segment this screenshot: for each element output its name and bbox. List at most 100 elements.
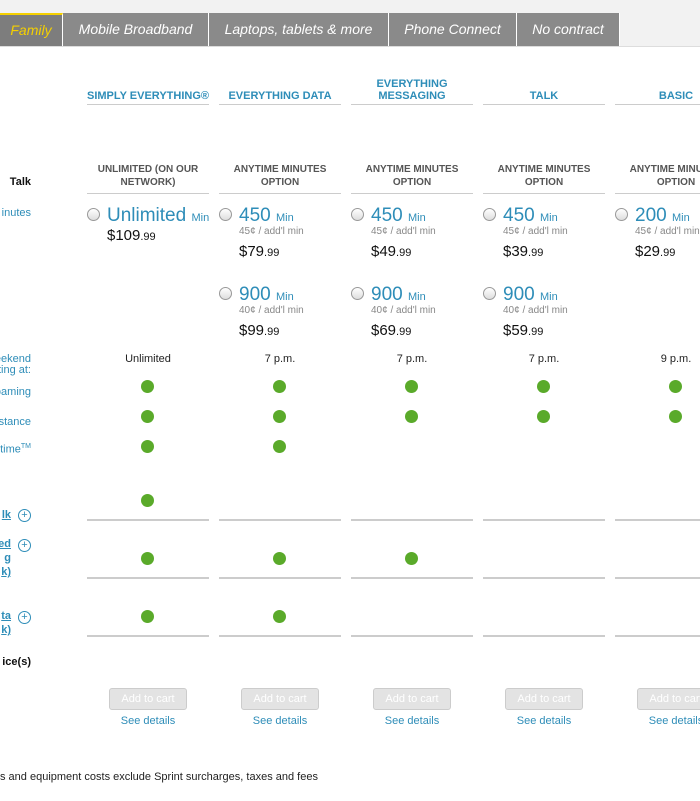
see-details-link[interactable]: See details xyxy=(384,715,440,727)
row-label: ed xyxy=(0,538,11,550)
tab[interactable]: Family xyxy=(0,13,63,46)
divider xyxy=(219,519,341,521)
minutes-value: 900 xyxy=(371,284,403,305)
add-to-cart-button[interactable]: Add to cart xyxy=(241,688,319,710)
overage-rate: 40¢ / add'l min xyxy=(239,305,304,316)
see-details-link[interactable]: See details xyxy=(648,715,700,727)
feature-dot xyxy=(141,494,154,507)
radio-button[interactable] xyxy=(483,287,496,300)
feature-dot xyxy=(141,610,154,623)
divider xyxy=(87,577,209,579)
minutes-unit: Min xyxy=(539,291,558,303)
weekend-start: Unlimited xyxy=(125,353,171,365)
price: $69.99 xyxy=(371,322,411,339)
minutes-value: 900 xyxy=(503,284,535,305)
row-label: inutes xyxy=(1,207,31,219)
plan-name: SIMPLY EVERYTHING® xyxy=(87,78,209,105)
feature-dot xyxy=(273,552,286,565)
radio-button[interactable] xyxy=(219,287,232,300)
feature-dot xyxy=(669,380,682,393)
row-label: k) xyxy=(1,624,11,636)
price-dollars: $79 xyxy=(239,243,265,260)
price-cents: .99 xyxy=(396,326,412,338)
minutes: 450 Min xyxy=(503,205,558,227)
minutes: 900 Min xyxy=(239,284,294,306)
minutes: 200 Min xyxy=(635,205,690,227)
tab[interactable]: No contract xyxy=(517,13,620,46)
see-details-link[interactable]: See details xyxy=(120,715,176,727)
radio-button[interactable] xyxy=(351,208,364,221)
row-label: g xyxy=(4,552,11,564)
price-dollars: $29 xyxy=(635,243,661,260)
price-cents: .99 xyxy=(528,326,544,338)
row-label: ice(s) xyxy=(2,656,31,668)
minutes-value: 450 xyxy=(239,205,271,226)
overage-rate: 45¢ / add'l min xyxy=(635,226,700,237)
talk-option: UNLIMITED (ON OUR NETWORK) xyxy=(87,163,209,194)
feature-dot xyxy=(537,410,550,423)
feature-dot xyxy=(405,552,418,565)
price: $109.99 xyxy=(107,227,156,244)
expand-icon: + xyxy=(18,509,31,522)
trademark: TM xyxy=(20,443,31,450)
price: $39.99 xyxy=(503,243,543,260)
overage-rate: 45¢ / add'l min xyxy=(371,226,436,237)
divider xyxy=(219,577,341,579)
tab[interactable]: Mobile Broadband xyxy=(63,13,209,46)
price-cents: .99 xyxy=(264,326,280,338)
minutes-value: 450 xyxy=(371,205,403,226)
add-to-cart-button[interactable]: Add to cart xyxy=(373,688,451,710)
minutes: 900 Min xyxy=(371,284,426,306)
footer-note: s and equipment costs exclude Sprint sur… xyxy=(0,771,318,783)
tab[interactable]: Phone Connect xyxy=(389,13,517,46)
price: $79.99 xyxy=(239,243,279,260)
minutes-unit: Min xyxy=(407,212,426,224)
feature-dot xyxy=(273,410,286,423)
divider xyxy=(219,635,341,637)
talk-option: ANYTIME MINUTES OPTION xyxy=(219,163,341,194)
price: $49.99 xyxy=(371,243,411,260)
weekend-start: 7 p.m. xyxy=(264,353,296,365)
feature-dot xyxy=(141,410,154,423)
row-label: lk xyxy=(1,509,11,521)
weekend-start: 9 p.m. xyxy=(660,353,692,365)
radio-button[interactable] xyxy=(351,287,364,300)
minutes-value: 450 xyxy=(503,205,535,226)
minutes-value: 900 xyxy=(239,284,271,305)
feature-dot xyxy=(141,552,154,565)
minutes: 450 Min xyxy=(239,205,294,227)
add-to-cart-button[interactable]: Add to cart xyxy=(505,688,583,710)
plan-name: EVERYTHING DATA xyxy=(219,78,341,105)
overage-rate: 45¢ / add'l min xyxy=(239,226,304,237)
plan-name: EVERYTHING MESSAGING xyxy=(351,78,473,105)
minutes: 450 Min xyxy=(371,205,426,227)
weekend-start: 7 p.m. xyxy=(528,353,560,365)
add-to-cart-button[interactable]: Add to cart xyxy=(109,688,187,710)
divider xyxy=(87,635,209,637)
tab[interactable]: Laptops, tablets & more xyxy=(209,13,389,46)
see-details-link[interactable]: See details xyxy=(516,715,572,727)
divider xyxy=(351,519,473,521)
feature-dot xyxy=(537,380,550,393)
expand-icon: + xyxy=(18,539,31,552)
radio-button[interactable] xyxy=(483,208,496,221)
minutes-unit: Min xyxy=(539,212,558,224)
divider xyxy=(87,519,209,521)
radio-button[interactable] xyxy=(615,208,628,221)
row-label: oaming xyxy=(0,386,31,398)
overage-rate: 40¢ / add'l min xyxy=(371,305,436,316)
weekend-start: 7 p.m. xyxy=(396,353,428,365)
divider xyxy=(351,577,473,579)
radio-button[interactable] xyxy=(87,208,100,221)
see-details-link[interactable]: See details xyxy=(252,715,308,727)
talk-option: ANYTIME MINUTES OPTION xyxy=(615,163,700,194)
feature-dot xyxy=(141,440,154,453)
overage-rate: 40¢ / add'l min xyxy=(503,305,568,316)
minutes-value: 200 xyxy=(635,205,667,226)
minutes-unit: Min xyxy=(407,291,426,303)
divider xyxy=(483,519,605,521)
divider xyxy=(483,577,605,579)
radio-button[interactable] xyxy=(219,208,232,221)
minutes-unit: Min xyxy=(671,212,690,224)
add-to-cart-button[interactable]: Add to cart xyxy=(637,688,700,710)
